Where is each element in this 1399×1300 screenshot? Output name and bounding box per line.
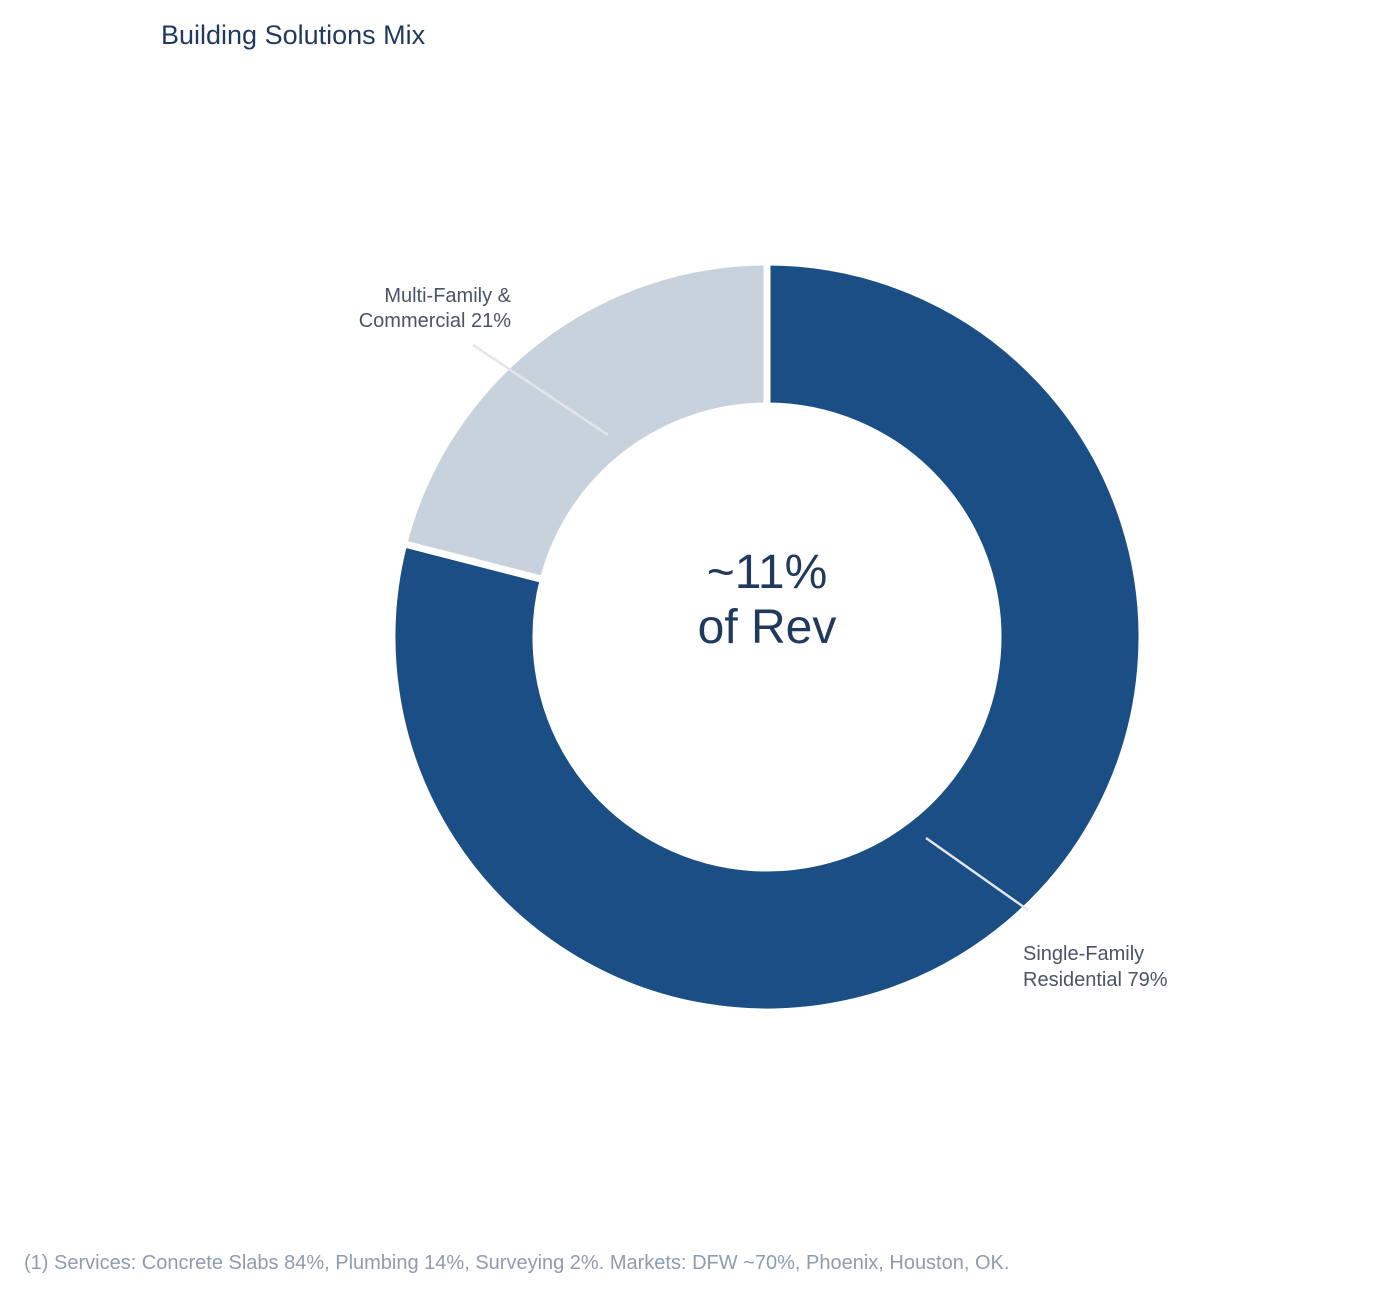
- center-label-line1: ~11%: [707, 546, 828, 599]
- slice-single-family-residential: [388, 258, 1146, 1016]
- footnote: (1) Services: Concrete Slabs 84%, Plumbi…: [24, 1252, 1010, 1274]
- leader-line-single-family: [925, 836, 1029, 912]
- center-label-line2: of Rev: [698, 601, 837, 654]
- chart-title: Building Solutions Mix: [161, 20, 426, 50]
- label-single-family-line1: Single-Family: [1023, 943, 1144, 965]
- label-single-family-line2: Residential 79%: [1023, 969, 1168, 991]
- label-multi-family-line2: Commercial 21%: [359, 310, 511, 332]
- leader-line-multi-family: [472, 343, 609, 437]
- label-multi-family-line1: Multi-Family &: [384, 285, 511, 307]
